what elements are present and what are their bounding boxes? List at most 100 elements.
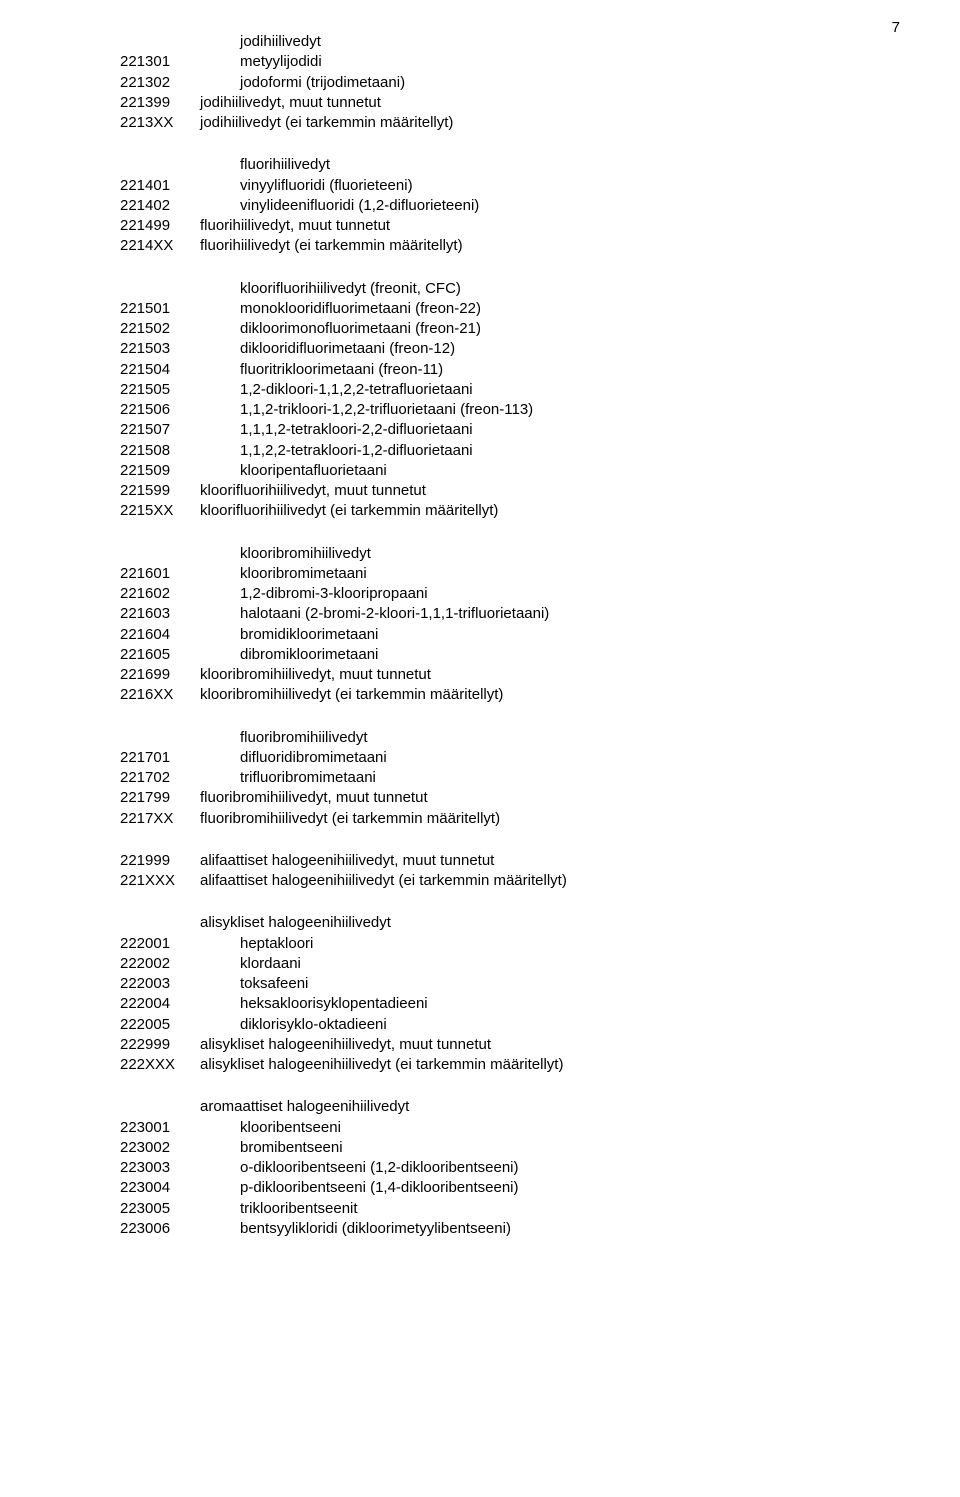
entry-code: 221503: [120, 339, 200, 359]
entry-row: 222003toksafeeni: [120, 974, 890, 994]
entry-row: 221603halotaani (2-bromi-2-kloori-1,1,1-…: [120, 604, 890, 624]
entry-code: 221701: [120, 748, 200, 768]
entry-label: metyylijodidi: [200, 52, 322, 72]
entry-code: 221999: [120, 851, 200, 871]
entry-row: 221604bromidikloorimetaani: [120, 625, 890, 645]
entry-label: fluorihiilivedyt, muut tunnetut: [200, 216, 390, 236]
entry-label: vinyylifluoridi (fluorieteeni): [200, 176, 413, 196]
entry-code: 221XXX: [120, 871, 200, 891]
entry-label: klordaani: [200, 954, 301, 974]
entry-row: 2213XXjodihiilivedyt (ei tarkemmin määri…: [120, 113, 890, 133]
entry-code: 221601: [120, 564, 200, 584]
entry-code: 221502: [120, 319, 200, 339]
entry-code: 223004: [120, 1178, 200, 1198]
entry-code: 222001: [120, 934, 200, 954]
entry-label: jodihiilivedyt, muut tunnetut: [200, 93, 381, 113]
entry-label: alisykliset halogeenihiilivedyt (ei tark…: [200, 1055, 563, 1075]
heading-label: jodihiilivedyt: [200, 32, 321, 52]
entry-code: 223006: [120, 1219, 200, 1239]
entry-code: 221508: [120, 441, 200, 461]
entry-label: fluoribromihiilivedyt (ei tarkemmin määr…: [200, 809, 500, 829]
entry-code: 221506: [120, 400, 200, 420]
entry-code: 222005: [120, 1015, 200, 1035]
entry-row: 2214XXfluorihiilivedyt (ei tarkemmin mää…: [120, 236, 890, 256]
entry-row: 221601klooribromimetaani: [120, 564, 890, 584]
entry-row: 221503diklooridifluorimetaani (freon-12): [120, 339, 890, 359]
entry-row: 221699klooribromihiilivedyt, muut tunnet…: [120, 665, 890, 685]
entry-row: 221402vinylideenifluoridi (1,2-difluorie…: [120, 196, 890, 216]
entry-row: 2215XXkloorifluorihiilivedyt (ei tarkemm…: [120, 501, 890, 521]
entry-row: 221502dikloorimonofluorimetaani (freon-2…: [120, 319, 890, 339]
entry-row: 221999alifaattiset halogeenihiilivedyt, …: [120, 851, 890, 871]
section-heading-row: klooribromihiilivedyt: [120, 544, 890, 564]
entry-row: 221605dibromikloorimetaani: [120, 645, 890, 665]
entry-code: 2215XX: [120, 501, 200, 521]
entry-label: halotaani (2-bromi-2-kloori-1,1,1-triflu…: [200, 604, 549, 624]
entry-code: 221505: [120, 380, 200, 400]
entry-row: 2215061,1,2-trikloori-1,2,2-trifluorieta…: [120, 400, 890, 420]
heading-label: fluorihiilivedyt: [200, 155, 330, 175]
entry-label: vinylideenifluoridi (1,2-difluorieteeni): [200, 196, 479, 216]
entry-label: klooripentafluorietaani: [200, 461, 387, 481]
heading-label: klooribromihiilivedyt: [200, 544, 371, 564]
entry-row: 221302jodoformi (trijodimetaani): [120, 73, 890, 93]
entry-label: difluoridibromimetaani: [200, 748, 387, 768]
entry-code: 222003: [120, 974, 200, 994]
section-heading-row: aromaattiset halogeenihiilivedyt: [120, 1097, 890, 1117]
entry-label: bentsyylikloridi (dikloorimetyylibentsee…: [200, 1219, 511, 1239]
entry-row: 221701difluoridibromimetaani: [120, 748, 890, 768]
entry-row: 2215081,1,2,2-tetrakloori-1,2-difluoriet…: [120, 441, 890, 461]
entry-row: 222002klordaani: [120, 954, 890, 974]
entry-code: 221399: [120, 93, 200, 113]
entry-label: alifaattiset halogeenihiilivedyt, muut t…: [200, 851, 494, 871]
page-number: 7: [892, 18, 900, 38]
entry-code: 2214XX: [120, 236, 200, 256]
entry-label: dikloorimonofluorimetaani (freon-21): [200, 319, 481, 339]
entry-code: 2216XX: [120, 685, 200, 705]
section-heading-row: jodihiilivedyt: [120, 32, 890, 52]
entry-label: o-diklooribentseeni (1,2-diklooribentsee…: [200, 1158, 519, 1178]
entry-row: 2215071,1,1,2-tetrakloori-2,2-difluoriet…: [120, 420, 890, 440]
section: fluoribromihiilivedyt221701difluoridibro…: [120, 728, 890, 829]
entry-code: 221604: [120, 625, 200, 645]
entry-code: 221702: [120, 768, 200, 788]
entry-row: 221301metyylijodidi: [120, 52, 890, 72]
entry-row: 221401vinyylifluoridi (fluorieteeni): [120, 176, 890, 196]
entry-label: bromidikloorimetaani: [200, 625, 378, 645]
entry-code: 221302: [120, 73, 200, 93]
entry-code: 221699: [120, 665, 200, 685]
entry-label: p-diklooribentseeni (1,4-diklooribentsee…: [200, 1178, 519, 1198]
entry-code: 223001: [120, 1118, 200, 1138]
entry-row: 222XXXalisykliset halogeenihiilivedyt (e…: [120, 1055, 890, 1075]
entry-code: 221504: [120, 360, 200, 380]
entry-row: 221504fluoritrikloorimetaani (freon-11): [120, 360, 890, 380]
section: klooribromihiilivedyt221601klooribromime…: [120, 544, 890, 706]
entry-row: 223006bentsyylikloridi (dikloorimetyylib…: [120, 1219, 890, 1239]
entry-label: klooribromihiilivedyt (ei tarkemmin määr…: [200, 685, 503, 705]
entry-row: 223003o-diklooribentseeni (1,2-dikloorib…: [120, 1158, 890, 1178]
entry-label: 1,2-dikloori-1,1,2,2-tetrafluorietaani: [200, 380, 473, 400]
entry-label: 1,1,2,2-tetrakloori-1,2-difluorietaani: [200, 441, 473, 461]
entry-label: jodihiilivedyt (ei tarkemmin määritellyt…: [200, 113, 453, 133]
entry-code: 222XXX: [120, 1055, 200, 1075]
entry-code: 221599: [120, 481, 200, 501]
section: fluorihiilivedyt221401vinyylifluoridi (f…: [120, 155, 890, 256]
entry-row: 223005triklooribentseenit: [120, 1199, 890, 1219]
entry-row: 223001klooribentseeni: [120, 1118, 890, 1138]
entry-code: 223002: [120, 1138, 200, 1158]
entry-code: 2217XX: [120, 809, 200, 829]
entry-row: 222999alisykliset halogeenihiilivedyt, m…: [120, 1035, 890, 1055]
entry-label: heksakloorisyklopentadieeni: [200, 994, 428, 1014]
entry-row: 222005diklorisyklo-oktadieeni: [120, 1015, 890, 1035]
entry-row: 221499fluorihiilivedyt, muut tunnetut: [120, 216, 890, 236]
heading-label: kloorifluorihiilivedyt (freonit, CFC): [200, 279, 461, 299]
entry-label: dibromikloorimetaani: [200, 645, 378, 665]
entry-row: 2216021,2-dibromi-3-klooripropaani: [120, 584, 890, 604]
entry-code: 222002: [120, 954, 200, 974]
entry-label: klooribromihiilivedyt, muut tunnetut: [200, 665, 431, 685]
entry-label: trifluoribromimetaani: [200, 768, 376, 788]
entry-label: monoklooridifluorimetaani (freon-22): [200, 299, 481, 319]
entry-label: 1,2-dibromi-3-klooripropaani: [200, 584, 428, 604]
entry-label: fluoribromihiilivedyt, muut tunnetut: [200, 788, 428, 808]
entry-label: alisykliset halogeenihiilivedyt, muut tu…: [200, 1035, 491, 1055]
